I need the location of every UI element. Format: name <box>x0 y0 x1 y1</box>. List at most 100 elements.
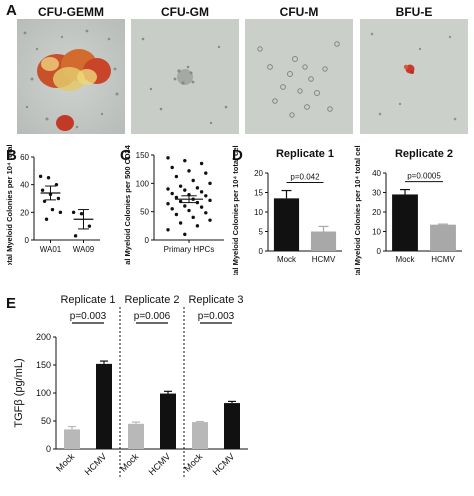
chart-e-y-tick-label: 50 <box>41 416 51 426</box>
micrograph-bfu-e <box>360 19 468 134</box>
chart-e-bar-mock <box>64 429 80 449</box>
chart-b-data-point <box>50 207 55 212</box>
chart-b-data-point <box>58 210 63 215</box>
chart-c-data-point <box>166 187 170 191</box>
chart-c-data-point <box>170 191 174 196</box>
chart-b-x-tick-label: WA01 <box>40 245 62 254</box>
chart-e-x-tick-label: HCMV <box>211 451 237 477</box>
panel-a: A CFU-GEMM <box>0 0 474 140</box>
chart-c-data-point <box>178 184 183 188</box>
chart-c-data-point <box>199 161 204 166</box>
chart-c-data-point <box>174 174 179 179</box>
chart-e-group-title: Replicate 3 <box>188 294 243 306</box>
chart-b-y-tick-label: 40 <box>20 181 29 190</box>
chart-d2-x-tick-label: Mock <box>395 255 415 264</box>
chart-e-y-tick-label: 100 <box>36 388 51 398</box>
panel-letter-c: C <box>120 147 131 164</box>
chart-b-y-tick-label: 20 <box>20 208 29 217</box>
chart-e-group-title: Replicate 1 <box>60 294 115 306</box>
chart-d2-bar: 0 10 20 30 40 Mock HCMV p=0.0005 Replicate 2 Tota… <box>353 145 462 275</box>
chart-c-data-point <box>204 194 208 198</box>
chart-b-data-point <box>46 176 51 180</box>
chart-c-y-tick-label: 150 <box>136 151 150 160</box>
chart-c-data-point <box>208 198 212 203</box>
chart-b-data-point <box>71 210 76 215</box>
chart-c-y-tick-label: 50 <box>140 208 149 217</box>
chart-c-data-point <box>170 165 174 170</box>
panel-letter-e: E <box>6 295 17 312</box>
chart-d2-bar-hcmv <box>430 224 456 251</box>
chart-e-bar-mock <box>128 423 144 449</box>
chart-c-data-point <box>166 202 170 206</box>
chart-c-data-point <box>199 205 204 209</box>
micrograph-label-cfu-gm: CFU-GM <box>161 5 209 19</box>
chart-d2-y-tick-label: 0 <box>377 247 382 256</box>
chart-b-data-point <box>54 182 59 187</box>
chart-c-data-point <box>195 224 200 228</box>
chart-b-y-tick-label: 60 <box>20 153 29 162</box>
chart-d1-p-value: p=0.042 <box>290 173 320 182</box>
micrograph-label-cfu-m: CFU-M <box>279 5 319 19</box>
chart-c-data-point <box>174 195 179 200</box>
chart-c-data-point <box>183 158 187 163</box>
chart-c-data-point <box>195 186 200 190</box>
chart-b-data-point <box>56 196 61 201</box>
chart-d2-x-tick-label: HCMV <box>431 255 455 264</box>
chart-e-x-tick-label: Mock <box>54 451 77 474</box>
chart-d1-x-tick-label: HCMV <box>312 255 336 264</box>
chart-d2-y-tick-label: 20 <box>372 208 381 217</box>
chart-d1-bar-hcmv <box>310 231 337 251</box>
chart-e-group-title: Replicate 2 <box>124 294 179 306</box>
chart-b-data-point <box>38 174 43 179</box>
chart-b-scatter: 0 20 40 60 WA01 WA09 Total Myeloid Colonies pe… <box>5 145 100 265</box>
chart-c-data-point <box>195 200 200 205</box>
chart-d1-bar-mock <box>273 198 300 251</box>
micrograph-cfu-gemm <box>17 19 125 134</box>
chart-c-data-point <box>187 208 191 213</box>
chart-d1-y-tick-label: 5 <box>259 228 264 237</box>
chart-b-y-label: Total Myeloid Colonies per 10⁴ total cel… <box>5 145 14 265</box>
chart-d1-y-tick-label: 20 <box>254 169 263 178</box>
panel-letter-d: D <box>232 147 243 164</box>
chart-b-data-point <box>40 188 45 192</box>
chart-b-data-point <box>87 224 92 228</box>
panel-letter-a: A <box>6 2 17 19</box>
chart-b-data-point <box>42 199 47 203</box>
chart-d2-y-tick-label: 10 <box>372 228 381 237</box>
chart-e-p-value: p=0.006 <box>134 311 171 322</box>
chart-e-p-value: p=0.003 <box>70 311 107 322</box>
chart-c-data-point <box>204 211 208 215</box>
chart-d1-bar: 0 5 10 15 20 Mock HCMV p=0.042 Replicate 1 Total … <box>231 145 342 275</box>
chart-e-x-tick-label: HCMV <box>83 451 109 477</box>
chart-b-data-point <box>44 217 49 221</box>
chart-c-data-point <box>166 228 170 232</box>
micrograph-label-bfu-e: BFU-E <box>395 5 433 19</box>
chart-b-data-point <box>73 234 78 238</box>
chart-b-x-tick-label: WA09 <box>73 245 95 254</box>
chart-e-x-tick-label: HCMV <box>147 451 173 477</box>
chart-c-data-point <box>183 204 187 208</box>
chart-e-x-tick-label: Mock <box>182 451 205 474</box>
chart-e-bar-hcmv <box>224 403 240 449</box>
chart-b-data-point <box>79 212 84 216</box>
chart-e-y-tick-label: 0 <box>46 444 51 454</box>
chart-d2-y-label: Total Myeloid Colonies per 10⁴ total cel… <box>353 145 362 275</box>
chart-c-data-point <box>191 215 195 220</box>
micrograph-cfu-gm <box>131 19 239 134</box>
micrograph-cfu-m <box>245 19 353 134</box>
chart-c-data-point <box>166 156 170 160</box>
chart-c-data-point <box>170 207 174 211</box>
chart-e-bar-mock <box>192 422 208 449</box>
chart-d2-y-tick-label: 40 <box>372 169 381 178</box>
chart-e-bar-hcmv <box>96 363 112 449</box>
panel-letter-b: B <box>6 147 17 164</box>
chart-d1-y-tick-label: 0 <box>259 247 264 256</box>
chart-d1-y-tick-label: 10 <box>254 208 263 217</box>
chart-c-data-point <box>183 232 187 237</box>
chart-c-y-tick-label: 100 <box>136 179 150 188</box>
chart-e-y-label: TGFβ (pg/mL) <box>13 358 25 427</box>
chart-c-scatter: 0 50 100 150 Primary HPCs Total Myeloid Colon… <box>123 145 224 265</box>
chart-d1-y-label: Total Myeloid Colonies per 10⁴ total cel… <box>231 145 240 275</box>
chart-c-data-point <box>208 181 212 186</box>
chart-e-bar-hcmv <box>160 393 176 449</box>
